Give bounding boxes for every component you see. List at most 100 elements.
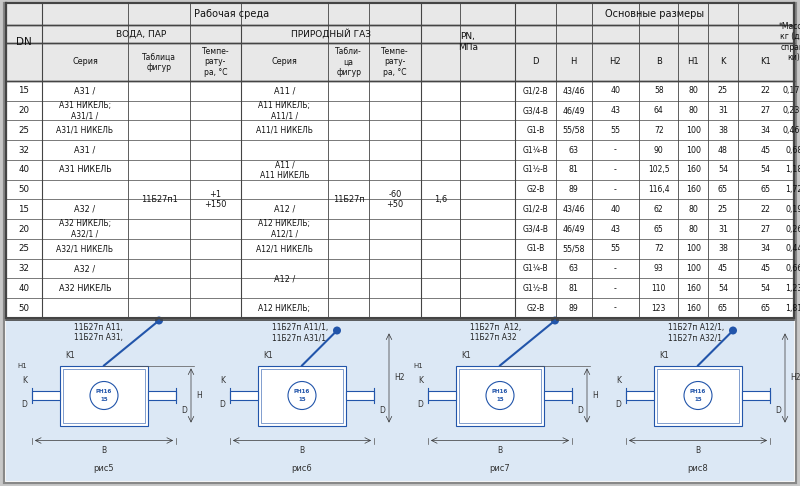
FancyBboxPatch shape	[654, 365, 742, 426]
Text: 54: 54	[718, 165, 728, 174]
Text: G3/4-B: G3/4-B	[522, 106, 548, 115]
Text: D: D	[615, 400, 621, 409]
Text: D: D	[577, 406, 583, 415]
Text: 40: 40	[18, 165, 30, 174]
Text: 27: 27	[761, 225, 771, 234]
Text: 0,66: 0,66	[786, 264, 800, 273]
Text: А32 НИКЕЛЬ: А32 НИКЕЛЬ	[58, 284, 111, 293]
Text: РН16: РН16	[96, 389, 112, 394]
Text: РН16: РН16	[690, 389, 706, 394]
Text: H: H	[196, 391, 202, 400]
Text: А12 НИКЕЛЬ;: А12 НИКЕЛЬ;	[258, 304, 310, 312]
Text: 80: 80	[688, 225, 698, 234]
Text: 45: 45	[718, 264, 728, 273]
Text: РН16: РН16	[294, 389, 310, 394]
Text: 55/58: 55/58	[562, 244, 585, 253]
Text: D: D	[181, 406, 187, 415]
Text: А11 НИКЕЛЬ;
А11/1 /: А11 НИКЕЛЬ; А11/1 /	[258, 101, 310, 121]
Text: K: K	[616, 376, 621, 385]
Text: 89: 89	[569, 185, 578, 194]
Text: А32 /: А32 /	[74, 205, 95, 214]
Text: K1: K1	[461, 351, 471, 361]
Text: 22: 22	[761, 87, 771, 95]
FancyBboxPatch shape	[742, 391, 770, 400]
Text: 45: 45	[761, 264, 771, 273]
Text: РН16: РН16	[492, 389, 508, 394]
Text: рис8: рис8	[688, 464, 708, 473]
Text: 80: 80	[688, 106, 698, 115]
Text: 65: 65	[718, 185, 728, 194]
Text: 15: 15	[18, 87, 30, 95]
Text: 38: 38	[718, 244, 728, 253]
Text: D: D	[21, 400, 27, 409]
FancyBboxPatch shape	[638, 3, 639, 25]
Text: B: B	[695, 446, 701, 454]
Text: 43: 43	[610, 225, 620, 234]
Text: 25: 25	[18, 244, 30, 253]
Text: G2-B: G2-B	[526, 304, 545, 312]
Text: 32: 32	[18, 264, 30, 273]
Text: 1,23: 1,23	[786, 284, 800, 293]
Circle shape	[333, 327, 341, 334]
Text: B: B	[656, 57, 662, 67]
Text: Серия: Серия	[72, 57, 98, 67]
Text: 62: 62	[654, 205, 663, 214]
Text: H1: H1	[414, 363, 423, 368]
Text: 64: 64	[654, 106, 663, 115]
FancyBboxPatch shape	[678, 3, 679, 25]
FancyBboxPatch shape	[63, 368, 145, 422]
FancyBboxPatch shape	[456, 365, 544, 426]
Text: 34: 34	[761, 126, 771, 135]
Text: 55: 55	[610, 126, 620, 135]
Text: D: D	[379, 406, 385, 415]
Text: 80: 80	[688, 205, 698, 214]
Text: 25: 25	[718, 87, 728, 95]
Text: 65: 65	[654, 225, 663, 234]
Text: А11 /
А11 НИКЕЛЬ: А11 / А11 НИКЕЛЬ	[260, 160, 310, 179]
Text: 34: 34	[761, 244, 771, 253]
Text: 11Б27п А12/1,
11Б27п А32/1: 11Б27п А12/1, 11Б27п А32/1	[668, 323, 724, 343]
Text: -: -	[614, 284, 617, 293]
Text: 15: 15	[298, 397, 306, 402]
Text: А31 НИКЕЛЬ;
А31/1 /: А31 НИКЕЛЬ; А31/1 /	[59, 101, 111, 121]
Text: А12 НИКЕЛЬ;
А12/1 /: А12 НИКЕЛЬ; А12/1 /	[258, 219, 310, 239]
Text: B: B	[299, 446, 305, 454]
Text: 72: 72	[654, 126, 663, 135]
Text: K: K	[22, 376, 27, 385]
Text: 50: 50	[18, 185, 30, 194]
Text: 54: 54	[718, 284, 728, 293]
Text: 100: 100	[686, 126, 701, 135]
Text: 11Б27п А11/1,
11Б27п А31/1: 11Б27п А11/1, 11Б27п А31/1	[272, 323, 328, 343]
Text: PN,
МПа: PN, МПа	[458, 32, 478, 52]
Text: 40: 40	[610, 87, 620, 95]
Text: 40: 40	[610, 205, 620, 214]
Text: 31: 31	[718, 225, 728, 234]
Text: K: K	[418, 376, 423, 385]
Text: ПРИРОДНЫЙ ГАЗ: ПРИРОДНЫЙ ГАЗ	[291, 29, 371, 39]
Text: 22: 22	[761, 205, 771, 214]
Text: 1,72: 1,72	[786, 185, 800, 194]
Text: G1¼-B: G1¼-B	[522, 146, 548, 155]
Text: 65: 65	[761, 185, 771, 194]
FancyBboxPatch shape	[148, 391, 176, 400]
Text: 48: 48	[718, 146, 728, 155]
Text: 0,19: 0,19	[786, 205, 800, 214]
FancyBboxPatch shape	[459, 368, 541, 422]
FancyBboxPatch shape	[4, 3, 796, 483]
Text: А11 /: А11 /	[274, 87, 295, 95]
FancyBboxPatch shape	[346, 391, 374, 400]
Text: G1¼-B: G1¼-B	[522, 264, 548, 273]
Text: 11Б27п1: 11Б27п1	[141, 195, 178, 204]
Text: G3/4-B: G3/4-B	[522, 225, 548, 234]
Text: Табли-
ца
фигур: Табли- ца фигур	[335, 47, 362, 77]
Text: 80: 80	[688, 87, 698, 95]
Text: H1: H1	[18, 363, 27, 368]
Text: K1: K1	[659, 351, 669, 361]
FancyBboxPatch shape	[241, 3, 242, 25]
Text: 63: 63	[569, 264, 578, 273]
Text: А12/1 НИКЕЛЬ: А12/1 НИКЕЛЬ	[256, 244, 313, 253]
Text: DN: DN	[16, 37, 32, 47]
FancyBboxPatch shape	[544, 391, 572, 400]
Text: K: K	[720, 57, 726, 67]
Text: 31: 31	[718, 106, 728, 115]
